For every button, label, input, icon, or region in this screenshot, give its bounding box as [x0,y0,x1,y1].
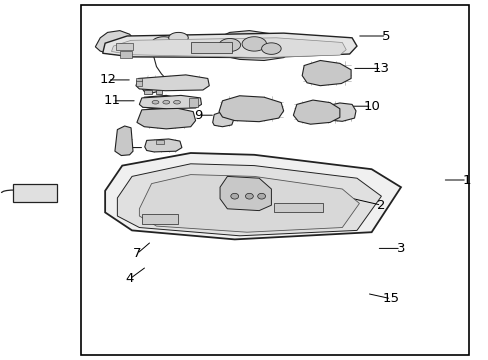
Ellipse shape [152,100,159,104]
Polygon shape [136,75,209,91]
Polygon shape [220,176,271,211]
Text: 10: 10 [363,100,379,113]
Polygon shape [144,139,182,152]
Bar [116,43,133,50]
Text: 15: 15 [382,292,399,305]
Text: 2: 2 [376,199,385,212]
Polygon shape [102,33,356,58]
Ellipse shape [173,100,180,104]
Polygon shape [117,164,381,236]
Text: 11: 11 [104,94,121,107]
Text: 1: 1 [462,174,470,186]
Bar [142,214,178,224]
Polygon shape [322,103,355,121]
Polygon shape [142,95,180,109]
Text: 3: 3 [396,242,405,255]
Bar [155,90,162,94]
Polygon shape [212,112,233,127]
Bar [273,203,322,212]
Polygon shape [115,126,133,156]
Polygon shape [210,31,293,60]
Bar [190,42,232,53]
Polygon shape [242,37,266,51]
Polygon shape [293,100,339,124]
Bar [81,5,468,355]
Bar [155,140,164,144]
Bar [136,80,142,86]
Polygon shape [302,60,350,86]
Text: 4: 4 [125,273,134,285]
Polygon shape [261,43,281,54]
Ellipse shape [163,100,169,104]
Polygon shape [139,175,359,232]
Text: 8: 8 [118,141,126,154]
Polygon shape [111,38,346,58]
Text: 7: 7 [132,247,141,260]
Text: 13: 13 [372,62,389,75]
Bar [13,184,57,202]
Text: 14: 14 [255,103,272,116]
Polygon shape [139,95,201,109]
Circle shape [257,193,265,199]
Text: 5: 5 [381,30,390,42]
Polygon shape [151,37,176,50]
Polygon shape [219,96,283,122]
Polygon shape [219,39,240,51]
Text: 12: 12 [99,73,116,86]
Bar [120,51,132,58]
Text: 6: 6 [29,184,38,197]
Polygon shape [142,78,161,93]
Text: 9: 9 [193,109,202,122]
Bar [136,78,142,81]
Bar [144,90,151,94]
Polygon shape [105,153,400,239]
Circle shape [245,193,253,199]
Polygon shape [95,31,137,55]
Polygon shape [175,41,196,53]
Bar [188,98,197,107]
Polygon shape [137,108,195,129]
Circle shape [230,193,238,199]
Polygon shape [168,32,188,43]
